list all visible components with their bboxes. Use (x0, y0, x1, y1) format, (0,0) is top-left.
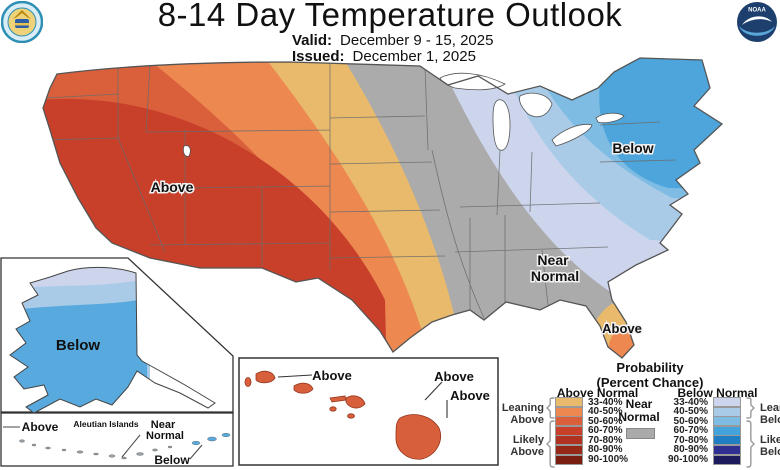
likely-above-brace (546, 420, 555, 468)
legend-row: 70-80% (555, 435, 628, 446)
aleutian-near-label-2: Normal (146, 430, 184, 442)
label-florida-above: Above (602, 321, 642, 336)
legend-row: 90-100% (652, 454, 741, 465)
aleutian-islands-label: Aleutian Islands (73, 419, 138, 429)
below-swatch-33-40 (713, 397, 741, 407)
lakes (182, 72, 625, 157)
hawaii-above-label-2: Above (434, 369, 474, 384)
valid-line: Valid: December 9 - 15, 2025 (292, 33, 493, 49)
issued-label: Issued: (292, 48, 345, 65)
above-swatch-40-50 (555, 406, 583, 417)
legend-below-column: 33-40% 40-50% 50-60% 60-70% 70-80% 80-90… (652, 397, 741, 465)
leaning-above-brace (546, 397, 555, 419)
legend-row: 60-70% (652, 425, 741, 436)
leaning-below-label: Leaning Below (760, 402, 780, 426)
legend-row: 40-50% (555, 406, 628, 417)
aleutian-frame (0, 412, 234, 467)
legend-row: 33-40% (652, 397, 741, 408)
noaa-logo-icon: NOAA (736, 1, 778, 43)
label-normal: Normal (531, 268, 579, 284)
legend-near-normal: Near Normal (618, 397, 660, 424)
alaska-below-label: Below (56, 337, 101, 354)
above-swatch-90-100 (555, 454, 583, 465)
hawaii-above-label-3: Above (450, 388, 490, 403)
legend-below-header: Below Normal (677, 386, 758, 400)
below-swatch-40-50 (713, 406, 741, 417)
likely-above-label: Likely Above (510, 434, 544, 458)
page-title: 8-14 Day Temperature Outlook (157, 0, 623, 33)
likely-below-label: Likely Below (760, 434, 780, 458)
conus-outline (42, 57, 724, 359)
legend-row: 80-90% (555, 444, 628, 455)
legend-row: 90-100% (555, 454, 628, 465)
hawaii-frame (238, 357, 499, 466)
leaning-above-label: Leaning Above (501, 402, 544, 426)
above-swatch-80-90 (555, 444, 583, 455)
legend-row: 33-40% (555, 397, 628, 408)
legend-row: 80-90% (652, 444, 741, 455)
hawaii-inset: Above Above Above (238, 356, 500, 468)
legend-title-line2: (Percent Chance) (596, 375, 704, 390)
near-normal-swatch (626, 428, 655, 439)
aleutian-islands-dots (19, 432, 231, 460)
issued-line: Issued: December 1, 2025 (292, 49, 476, 65)
below-swatch-80-90 (713, 444, 741, 455)
aleutian-below-label: Below (154, 453, 190, 467)
label-near: Near (537, 252, 569, 268)
aleutian-near-label-1: Near (151, 419, 176, 431)
aleutian-above-label: Above (22, 420, 59, 434)
alaska-inset: Below Above Aleutian Islands Near Normal… (0, 255, 235, 470)
commerce-seal-icon (1, 1, 43, 43)
label-northeast-below: Below (612, 140, 653, 156)
legend-row: 40-50% (652, 406, 741, 417)
noaa-logo-text: NOAA (748, 8, 766, 14)
legend: Probability (Percent Chance) Above Norma… (500, 356, 780, 470)
above-swatch-70-80 (555, 435, 583, 446)
above-swatch-50-60 (555, 416, 583, 427)
below-swatch-90-100 (713, 454, 741, 465)
issued-value: December 1, 2025 (352, 48, 476, 65)
legend-above-header: Above Normal (556, 386, 639, 400)
alaska-outline (9, 266, 216, 414)
legend-title-line1: Probability (616, 360, 684, 375)
valid-label: Valid: (292, 32, 333, 49)
legend-row: 60-70% (555, 425, 628, 436)
hawaii-islands (244, 370, 441, 460)
above-swatch-60-70 (555, 425, 583, 436)
label-west-above: Above (151, 179, 194, 195)
legend-above-column: 33-40% 40-50% 50-60% 60-70% 70-80% 80-90… (555, 397, 628, 465)
valid-value: December 9 - 15, 2025 (340, 32, 494, 49)
below-swatch-60-70 (713, 425, 741, 436)
hawaii-above-label-1: Above (312, 368, 352, 383)
legend-row: 50-60% (555, 416, 628, 427)
above-swatch-33-40 (555, 397, 583, 407)
legend-row: 70-80% (652, 435, 741, 446)
below-swatch-50-60 (713, 416, 741, 427)
legend-title: Probability (Percent Chance) (570, 360, 730, 390)
legend-row: 50-60% (652, 416, 741, 427)
below-swatch-70-80 (713, 435, 741, 446)
likely-below-brace (746, 420, 755, 468)
leaning-below-brace (746, 397, 755, 419)
